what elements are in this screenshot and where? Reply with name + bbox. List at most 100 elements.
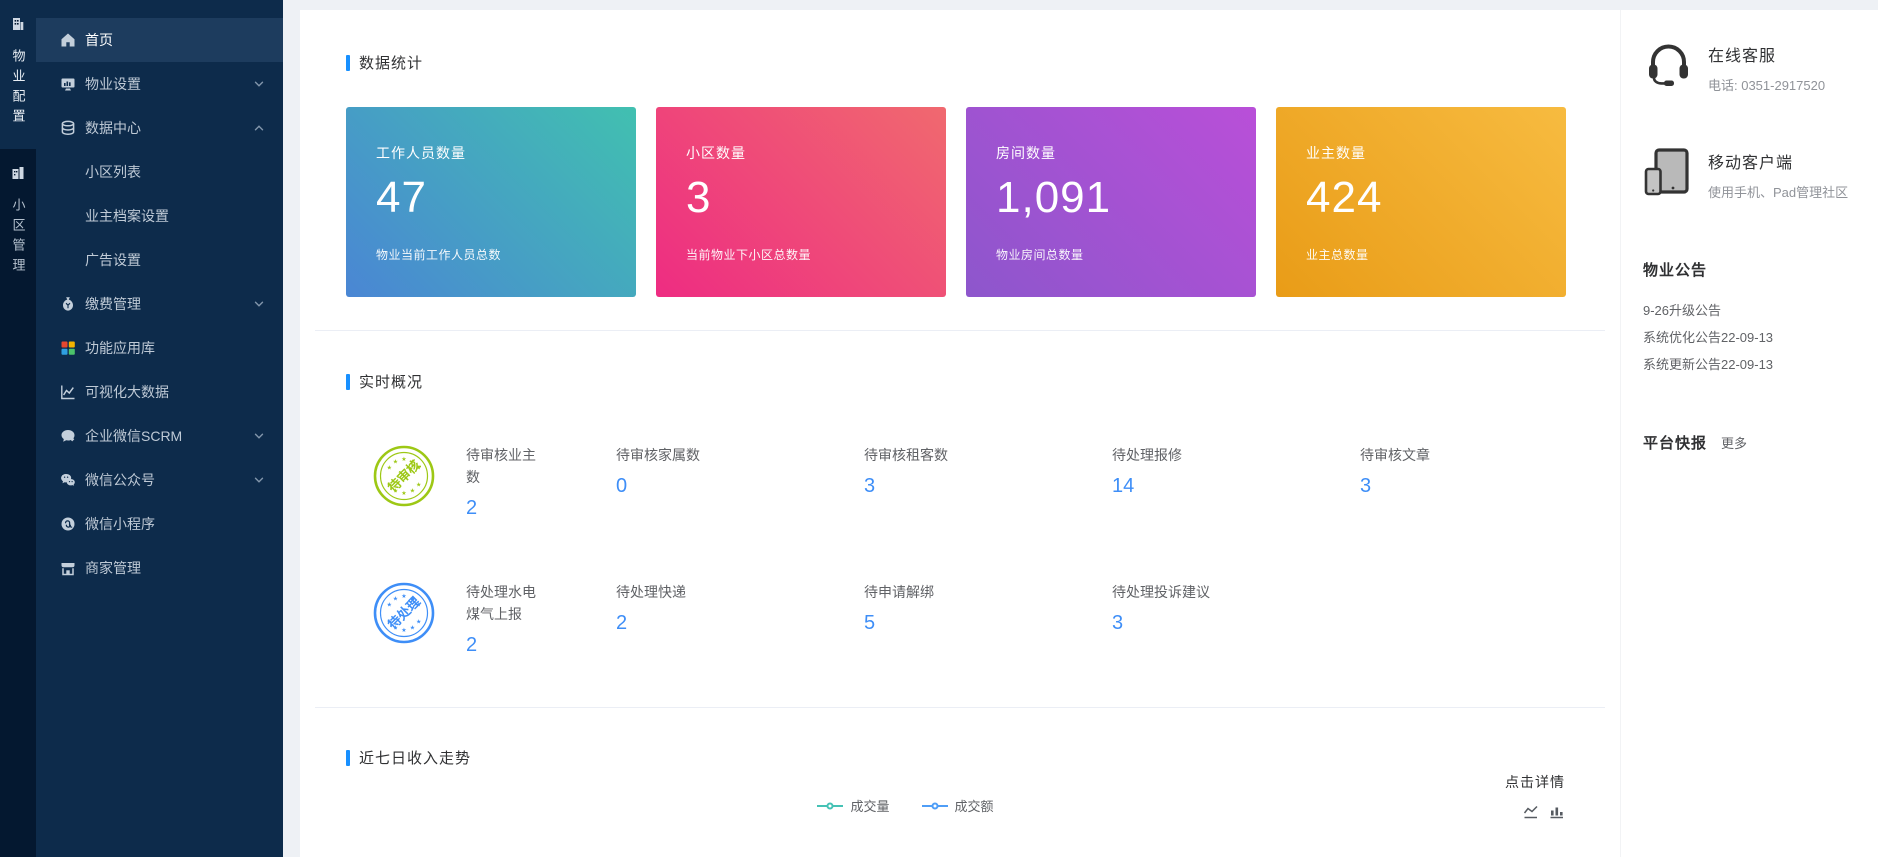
- realtime-section: 实时概况 ★ ★ ★ ★ ★ ★ ★: [300, 331, 1620, 707]
- notice-item[interactable]: 9-26升级公告: [1643, 303, 1722, 318]
- section-accent-bar: [346, 749, 350, 766]
- monitor-icon: [60, 76, 76, 92]
- chart-toolbox: [1465, 804, 1565, 820]
- metric-value-link[interactable]: 3: [1360, 475, 1372, 497]
- building-icon: [10, 16, 26, 37]
- metric-value-link[interactable]: 3: [1112, 612, 1124, 634]
- main-column: 数据统计 工作人员数量 47 物业当前工作人员总数 小区数量 3 当前物业下小区…: [300, 10, 1620, 857]
- metric-value-link[interactable]: 0: [616, 475, 628, 497]
- chevron-down-icon: [253, 298, 265, 310]
- svg-text:★: ★: [393, 488, 398, 495]
- metric-pending-article-review: 待审核文章 3: [1360, 444, 1608, 498]
- chevron-down-icon: [253, 78, 265, 90]
- legend-item-volume[interactable]: 成交量: [817, 796, 890, 815]
- svg-text:★: ★: [393, 625, 398, 632]
- sidebar-item-merchant-management[interactable]: 商家管理: [36, 546, 283, 590]
- stat-card-staff: 工作人员数量 47 物业当前工作人员总数: [346, 107, 636, 297]
- sidebar-item-wecom-scrm[interactable]: 企业微信SCRM: [36, 414, 283, 458]
- realtime-row-pending-review: ★ ★ ★ ★ ★ ★ ★ ★ ★ ★ 待审核: [346, 444, 1580, 520]
- database-icon: [60, 120, 76, 136]
- trend-section-title: 近七日收入走势: [346, 747, 1565, 768]
- stat-card-owners: 业主数量 424 业主总数量: [1276, 107, 1566, 297]
- chat-icon: [60, 428, 76, 444]
- line-chart-icon: [60, 384, 76, 400]
- realtime-section-title: 实时概况: [346, 371, 1580, 392]
- online-service-block: 在线客服 电话: 0351-2917520: [1643, 40, 1868, 97]
- svg-text:★: ★: [387, 602, 392, 609]
- stat-cards-row: 工作人员数量 47 物业当前工作人员总数 小区数量 3 当前物业下小区总数量 房…: [346, 107, 1580, 297]
- community-icon: [10, 165, 26, 186]
- metric-pending-express: 待处理快递 2: [616, 581, 864, 635]
- wechat-icon: [60, 472, 76, 488]
- sidebar-item-property-settings[interactable]: 物业设置: [36, 62, 283, 106]
- metric-value-link[interactable]: 2: [466, 634, 478, 656]
- metric-pending-family-review: 待审核家属数 0: [616, 444, 864, 498]
- metric-value-link[interactable]: 2: [466, 497, 478, 519]
- apps-grid-icon: [60, 340, 76, 356]
- svg-text:★: ★: [410, 595, 415, 602]
- online-service-title: 在线客服: [1708, 48, 1777, 65]
- miniprogram-icon: [60, 516, 76, 532]
- platform-news-title: 平台快报: [1643, 435, 1708, 452]
- sidebar-item-ad-settings[interactable]: 广告设置: [85, 252, 141, 268]
- sidebar-item-payment-management[interactable]: 缴费管理: [36, 282, 283, 326]
- trend-section: 近七日收入走势 成交量 成交额 点击详情: [300, 708, 1620, 820]
- more-link[interactable]: 更多: [1721, 436, 1748, 451]
- pending-review-stamp-icon: ★ ★ ★ ★ ★ ★ ★ ★ ★ ★ 待审核: [372, 444, 436, 508]
- notice-list: 9-26升级公告 系统优化公告22-09-13 系统更新公告22-09-13: [1643, 297, 1868, 378]
- shop-icon: [60, 560, 76, 576]
- realtime-row-pending-handle: ★ ★ ★ ★ ★ ★ ★ ★ ★ ★ 待处理: [346, 581, 1580, 657]
- metric-value-link[interactable]: 3: [864, 475, 876, 497]
- stats-section-title: 数据统计: [346, 52, 1580, 73]
- section-accent-bar: [346, 54, 350, 71]
- rail-tab-property-config[interactable]: 物业配置: [0, 0, 36, 149]
- rail-tab-community-management[interactable]: 小区管理: [0, 149, 36, 298]
- legend-line-marker-icon: [921, 802, 948, 809]
- sidebar-item-home[interactable]: 首页: [36, 18, 283, 62]
- bar-type-icon[interactable]: [1549, 804, 1565, 820]
- svg-text:★: ★: [410, 625, 415, 632]
- chevron-up-icon: [253, 122, 265, 134]
- rail-tab-label: 小区管理: [10, 198, 26, 278]
- sidebar-item-app-library[interactable]: 功能应用库: [36, 326, 283, 370]
- svg-text:★: ★: [401, 627, 406, 634]
- chart-detail-block: 点击详情: [1465, 772, 1565, 820]
- pending-handle-stamp-icon: ★ ★ ★ ★ ★ ★ ★ ★ ★ ★ 待处理: [372, 581, 436, 645]
- metric-pending-owner-review: 待审核业主数 2: [466, 444, 616, 520]
- detail-link[interactable]: 点击详情: [1505, 774, 1565, 790]
- sidebar-item-community-list[interactable]: 小区列表: [85, 164, 141, 180]
- left-rail: 物业配置 小区管理: [0, 0, 36, 857]
- sidebar-item-wechat-miniprogram[interactable]: 微信小程序: [36, 502, 283, 546]
- chevron-down-icon: [253, 430, 265, 442]
- sidebar-item-data-center[interactable]: 数据中心: [36, 106, 283, 150]
- rail-tab-label: 物业配置: [10, 49, 26, 129]
- svg-text:★: ★: [393, 595, 398, 602]
- metric-value-link[interactable]: 5: [864, 612, 876, 634]
- headset-icon: [1643, 40, 1693, 97]
- chevron-down-icon: [253, 474, 265, 486]
- svg-text:★: ★: [410, 458, 415, 465]
- svg-text:★: ★: [401, 490, 406, 497]
- svg-text:★: ★: [410, 488, 415, 495]
- sidebar-item-owner-archive-settings[interactable]: 业主档案设置: [85, 208, 169, 224]
- moneybag-icon: [60, 296, 76, 312]
- metric-value-link[interactable]: 14: [1112, 475, 1135, 497]
- metric-pending-unbind: 待申请解绑 5: [864, 581, 1112, 635]
- svg-text:★: ★: [416, 602, 421, 609]
- sidebar-item-big-data-visualization[interactable]: 可视化大数据: [36, 370, 283, 414]
- online-service-phone: 电话: 0351-2917520: [1708, 78, 1826, 93]
- line-type-icon[interactable]: [1523, 804, 1539, 820]
- metric-pending-utility-report: 待处理水电煤气上报 2: [466, 581, 616, 657]
- property-notice-title: 物业公告: [1643, 262, 1708, 279]
- platform-news-block: 平台快报 更多: [1643, 432, 1868, 453]
- legend-item-amount[interactable]: 成交额: [921, 796, 994, 815]
- svg-text:★: ★: [416, 619, 421, 626]
- notice-item[interactable]: 系统优化公告22-09-13: [1643, 330, 1774, 345]
- stat-card-communities: 小区数量 3 当前物业下小区总数量: [656, 107, 946, 297]
- svg-text:★: ★: [387, 482, 392, 489]
- home-icon: [60, 32, 76, 48]
- section-divider: [315, 330, 1605, 331]
- metric-value-link[interactable]: 2: [616, 612, 628, 634]
- sidebar-item-wechat-official-account[interactable]: 微信公众号: [36, 458, 283, 502]
- notice-item[interactable]: 系统更新公告22-09-13: [1643, 357, 1774, 372]
